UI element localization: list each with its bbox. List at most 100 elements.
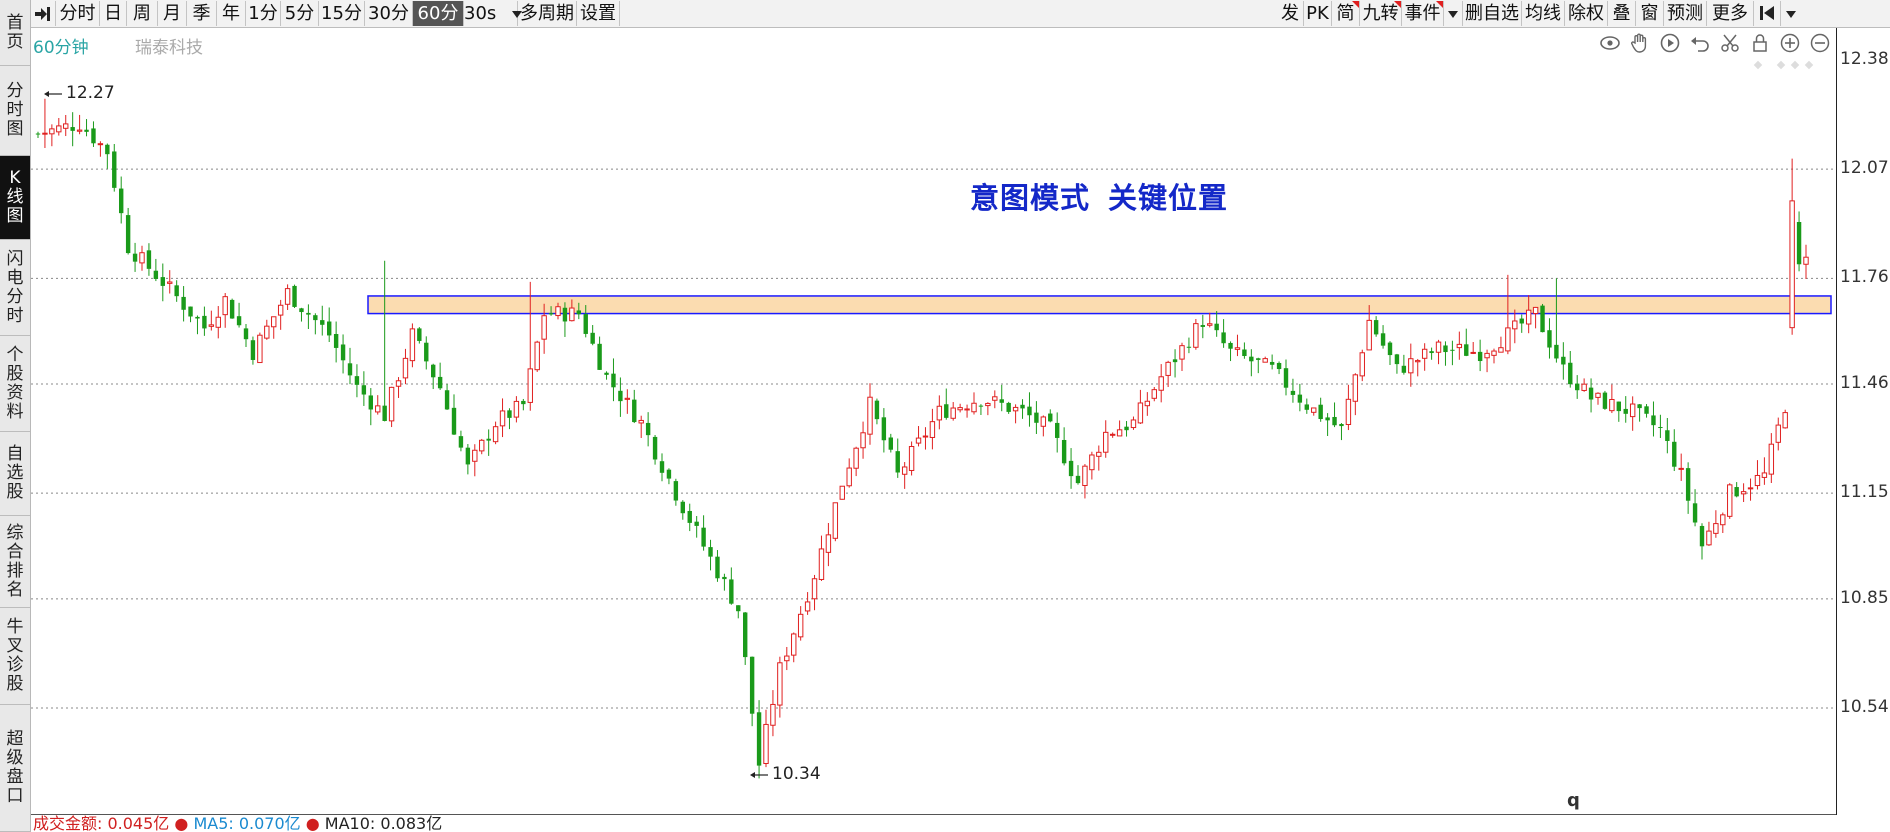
toolbar-period-button[interactable]: 15分	[319, 1, 365, 26]
candle-down	[354, 376, 360, 385]
left-nav-label: 闪电分时	[6, 248, 24, 326]
toolbar-period-button[interactable]: 设置	[577, 1, 620, 26]
toolbar-period-button[interactable]: 日	[100, 1, 127, 26]
zoom-in-icon[interactable]	[1779, 32, 1801, 54]
left-nav-label: 首页	[6, 12, 24, 52]
toolbar-back-button[interactable]	[31, 1, 56, 26]
toolbar-tool-button[interactable]: 叠	[1608, 1, 1636, 26]
candle-up	[63, 123, 69, 129]
candle-down	[188, 306, 193, 317]
toolbar-button-label: 窗	[1640, 3, 1659, 24]
candle-down	[881, 417, 887, 441]
candle-down	[1124, 426, 1129, 431]
price-tick-label: 12.38	[1840, 49, 1889, 69]
left-nav-label: 自选股	[6, 444, 24, 502]
hand-icon[interactable]	[1629, 32, 1651, 54]
toolbar-period-button[interactable]: 60分	[413, 1, 464, 26]
candle-down	[1450, 349, 1455, 351]
top-toolbar: 分时日周月季年 1分 5分 15分 30分 60分 30s 多周期 设置 发 PK 简九转 事件 删自选均…	[31, 0, 1890, 28]
candle-up	[284, 288, 291, 305]
toolbar-period-button[interactable]: 1分	[246, 1, 281, 26]
candle-down	[687, 510, 692, 523]
toolbar-button-label: 周	[133, 3, 151, 24]
candle-up	[1532, 306, 1539, 314]
left-nav-item[interactable]: 牛叉诊股	[0, 608, 30, 705]
toolbar-tool-button[interactable]: PK	[1304, 1, 1332, 26]
scissors-icon[interactable]	[1719, 32, 1741, 54]
candle-down	[1214, 323, 1219, 331]
candle-up	[1116, 429, 1123, 437]
candle-up	[1144, 400, 1151, 407]
jump-first-button[interactable]	[1754, 1, 1781, 26]
candle-down	[944, 404, 949, 418]
toolbar-button-label: 年	[222, 3, 240, 24]
candle-down	[35, 133, 41, 135]
toolbar-period-button[interactable]: 30分	[365, 1, 413, 26]
toolbar-button-label: 事件	[1404, 3, 1441, 24]
candle-down	[1276, 362, 1282, 370]
candle-down	[673, 481, 679, 501]
play-icon[interactable]	[1659, 32, 1681, 54]
undo-icon[interactable]	[1689, 32, 1711, 54]
candle-down	[1283, 368, 1289, 388]
candle-up	[139, 252, 145, 264]
toolbar-button-label: 30分	[368, 3, 409, 24]
candle-up	[167, 281, 173, 284]
candle-down	[722, 576, 727, 580]
candle-down	[618, 390, 623, 402]
toolbar-period-button[interactable]: 30s	[464, 1, 523, 26]
left-nav-item[interactable]: K线图	[0, 156, 30, 240]
lock-icon[interactable]	[1749, 32, 1771, 54]
toolbar-period-button[interactable]: 分时	[56, 1, 100, 26]
toolbar-tool-button[interactable]: 均线	[1522, 1, 1565, 26]
toolbar-period-button[interactable]: 多周期	[518, 1, 577, 26]
toolbar-tool-button[interactable]: 发	[1277, 1, 1304, 26]
candle-down	[153, 270, 159, 279]
candle-up	[1775, 424, 1781, 443]
candle-down	[1304, 404, 1309, 410]
toolbar-tool-button[interactable]: 更多	[1707, 1, 1754, 26]
chart-bottom-border	[31, 814, 1836, 815]
toolbar-tool-button[interactable]: 删自选	[1463, 1, 1522, 26]
candle-up	[1498, 347, 1504, 353]
zoom-out-icon[interactable]	[1809, 32, 1831, 54]
candle-up	[257, 334, 263, 364]
toolbar-period-button[interactable]: 年	[217, 1, 246, 26]
left-nav-item[interactable]: 个股资料	[0, 336, 30, 432]
left-nav-item[interactable]: 闪电分时	[0, 240, 30, 336]
toolbar-tool-button[interactable]: 除权	[1565, 1, 1608, 26]
candle-down	[333, 333, 339, 348]
toolbar-tool-button[interactable]: 简	[1332, 1, 1360, 26]
toolbar-period-button[interactable]: 月	[158, 1, 187, 26]
candle-up	[1311, 407, 1317, 413]
toolbar-period-button[interactable]: 5分	[281, 1, 319, 26]
candle-up	[1512, 320, 1518, 330]
toolbar-dropdown-button[interactable]	[1444, 1, 1463, 26]
toolbar-tool-button[interactable]: 九转	[1360, 1, 1402, 26]
toolbar-tool-button[interactable]: 事件	[1402, 1, 1444, 26]
candle-down	[229, 299, 235, 319]
toolbar-tool-button[interactable]: 窗	[1636, 1, 1664, 26]
toolbar-tool-button[interactable]: 预测	[1664, 1, 1707, 26]
toolbar-period-button[interactable]: 周	[127, 1, 158, 26]
candle-up	[534, 341, 540, 371]
more-dropdown-button[interactable]	[1781, 1, 1801, 26]
candle-up	[555, 306, 561, 317]
candle-down	[313, 315, 318, 321]
left-nav-item[interactable]: 综合排名	[0, 516, 30, 608]
eye-icon[interactable]	[1599, 32, 1621, 54]
candle-down	[659, 461, 665, 473]
left-nav-item[interactable]: 分时图	[0, 66, 30, 156]
candle-down	[576, 310, 581, 315]
left-nav-item[interactable]: 自选股	[0, 432, 30, 516]
candle-down	[611, 373, 616, 388]
candle-down	[1373, 320, 1379, 335]
left-nav-item[interactable]: 首页	[0, 0, 30, 66]
toolbar-period-button[interactable]: 季	[187, 1, 217, 26]
left-nav-item[interactable]: 超级盘口	[0, 705, 30, 832]
candle-up	[1789, 200, 1795, 329]
candle-down	[1554, 344, 1559, 359]
candle-up	[929, 421, 936, 438]
candle-up	[569, 307, 575, 322]
